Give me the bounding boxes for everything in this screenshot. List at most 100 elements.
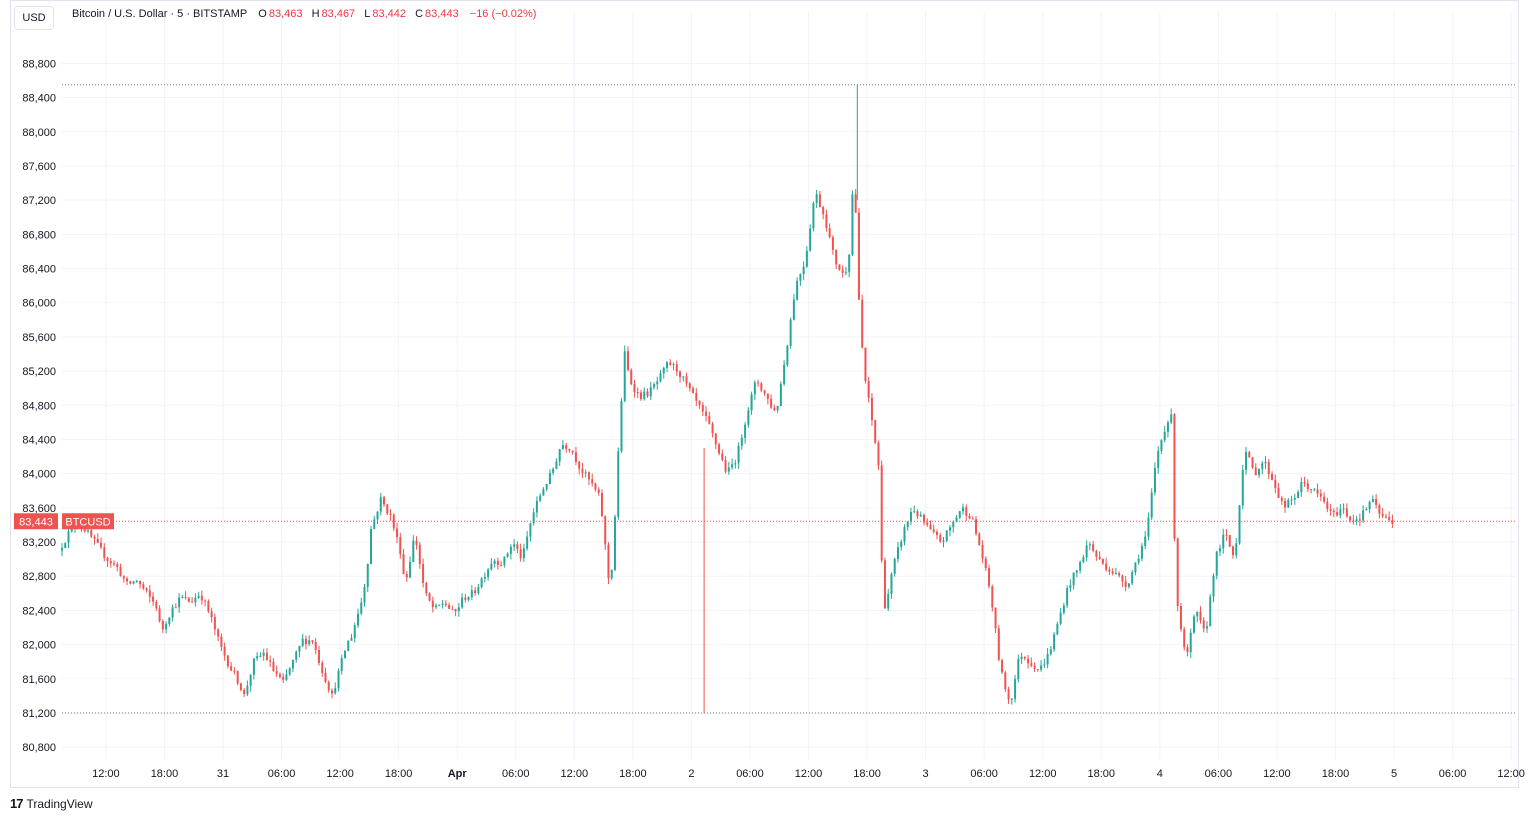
low-label: L <box>364 8 371 20</box>
candle-body <box>396 528 399 538</box>
candle-body <box>571 450 574 453</box>
candle-body <box>324 672 327 682</box>
candle-body <box>558 449 561 462</box>
symbol-title[interactable]: Bitcoin / U.S. Dollar · 5 · BITSTAMP <box>72 8 248 20</box>
candle-body <box>425 582 428 594</box>
candle-body <box>1017 659 1020 680</box>
candle-body <box>1391 520 1394 525</box>
candle-body <box>389 513 392 515</box>
candle-body <box>561 445 564 450</box>
candle-body <box>422 564 425 583</box>
candle-body <box>1358 519 1361 521</box>
candle-body <box>766 393 769 399</box>
candle-body <box>932 529 935 532</box>
candle-body <box>1196 611 1199 617</box>
candle-body <box>327 681 330 691</box>
candle-body <box>474 590 477 594</box>
candle-body <box>191 601 194 603</box>
candle-body <box>552 468 555 473</box>
candle-body <box>1329 509 1332 511</box>
candle-body <box>1297 492 1300 498</box>
candle-body <box>259 655 262 657</box>
candle-body <box>555 461 558 469</box>
candle-body <box>256 655 259 659</box>
candle-body <box>1176 538 1179 606</box>
extreme-lines <box>62 84 1516 714</box>
candle-body <box>968 515 971 519</box>
candle-body <box>1264 461 1267 464</box>
candle-body <box>955 517 958 522</box>
candle-body <box>835 249 838 265</box>
candle-body <box>470 590 473 598</box>
candle-body <box>1212 575 1215 597</box>
y-tick-label: 80,800 <box>22 742 56 754</box>
candle-body <box>1027 658 1030 664</box>
candle-body <box>1277 487 1280 498</box>
candle-body <box>516 544 519 550</box>
x-tick-label: 12:00 <box>795 768 823 780</box>
candle-body <box>1101 558 1104 564</box>
candle-body <box>1062 605 1065 613</box>
candle-body <box>126 578 129 582</box>
candle-body <box>158 608 161 622</box>
candle-body <box>542 489 545 496</box>
candle-body <box>1274 479 1277 488</box>
x-tick-label: Apr <box>448 768 468 780</box>
y-tick-label: 87,200 <box>22 195 56 207</box>
candle-body <box>916 511 919 517</box>
candle-body <box>1388 517 1391 521</box>
candle-body <box>1228 535 1231 547</box>
candle-body <box>903 527 906 542</box>
candle-body <box>1160 440 1163 451</box>
candle-body <box>799 274 802 281</box>
x-tick-label: 18:00 <box>1322 768 1350 780</box>
candle-body <box>984 558 987 569</box>
x-tick-label: 31 <box>217 768 229 780</box>
x-tick-label: 18:00 <box>1088 768 1116 780</box>
candle-body <box>587 472 590 480</box>
candle-body <box>230 666 233 671</box>
y-tick-label: 86,400 <box>22 264 56 276</box>
candle-body <box>1251 457 1254 468</box>
candle-body <box>529 523 532 537</box>
candle-body <box>119 566 122 577</box>
candle-body <box>187 597 190 602</box>
footer-brand[interactable]: 17 TradingView <box>10 796 93 811</box>
candle-body <box>431 600 434 608</box>
candle-body <box>526 536 529 549</box>
candle-body <box>207 601 210 612</box>
y-tick-label: 84,800 <box>22 400 56 412</box>
candle-body <box>880 465 883 561</box>
candle-body <box>815 194 818 204</box>
candle-body <box>848 254 851 272</box>
candle-body <box>851 194 854 255</box>
x-axis: 12:00 18:00 31 06:00 12:00 18:00 Apr 06:00 12:00… <box>92 768 1525 780</box>
candle-body <box>679 371 682 378</box>
candle-body <box>727 467 730 472</box>
currency-button[interactable]: USD <box>14 6 54 30</box>
candle-body <box>997 628 1000 660</box>
candle-body <box>1004 672 1007 690</box>
candle-body <box>636 391 639 393</box>
x-tick-label: 18:00 <box>853 768 881 780</box>
x-tick-label: 18:00 <box>619 768 647 780</box>
candle-body <box>194 597 197 603</box>
candle-body <box>962 507 965 512</box>
candle-body <box>399 537 402 555</box>
candle-body <box>783 364 786 384</box>
candle-body <box>509 546 512 554</box>
candle-body <box>1280 497 1283 501</box>
x-tick-label: 12:00 <box>92 768 120 780</box>
candle-body <box>444 603 447 605</box>
candle-body <box>607 544 610 579</box>
candle-body <box>818 194 821 208</box>
price-tag-box <box>14 513 58 530</box>
open-label: O <box>258 8 267 20</box>
candle-body <box>210 611 213 618</box>
candle-body <box>734 463 737 465</box>
candle-body <box>1150 492 1153 518</box>
x-tick-label: 06:00 <box>970 768 998 780</box>
candle-body <box>132 581 135 584</box>
candle-body <box>805 250 808 267</box>
